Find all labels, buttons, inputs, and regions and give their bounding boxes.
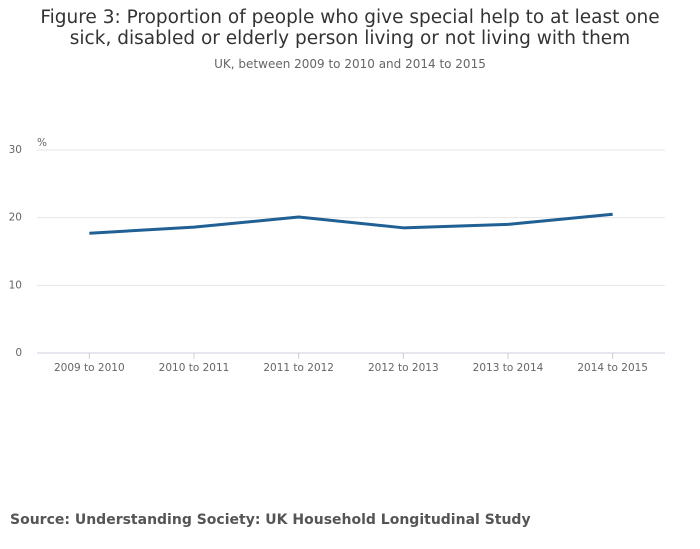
chart: % 0 10 20 30 2009 to 2010 2010 to 2011 2011 to… [9, 137, 665, 374]
x-tick-label: 2013 to 2014 [473, 362, 544, 374]
x-tick-label: 2010 to 2011 [159, 362, 230, 374]
chart-subtitle: UK, between 2009 to 2010 and 2014 to 201… [214, 57, 486, 71]
y-axis-label: % [37, 137, 47, 149]
x-tick-label: 2011 to 2012 [263, 362, 334, 374]
chart-title: Figure 3: Proportion of people who give … [40, 7, 660, 49]
y-tick-label: 20 [9, 212, 22, 224]
line [89, 212, 613, 235]
y-tick-label: 30 [9, 144, 22, 156]
y-tick-label: 0 [15, 347, 22, 359]
y-tick-label: 10 [9, 279, 22, 291]
x-tick-label: 2012 to 2013 [368, 362, 439, 374]
x-tick-label: 2014 to 2015 [577, 362, 648, 374]
x-tick-label: 2009 to 2010 [54, 362, 125, 374]
source: Source: Understanding Society: UK Househ… [10, 512, 531, 528]
